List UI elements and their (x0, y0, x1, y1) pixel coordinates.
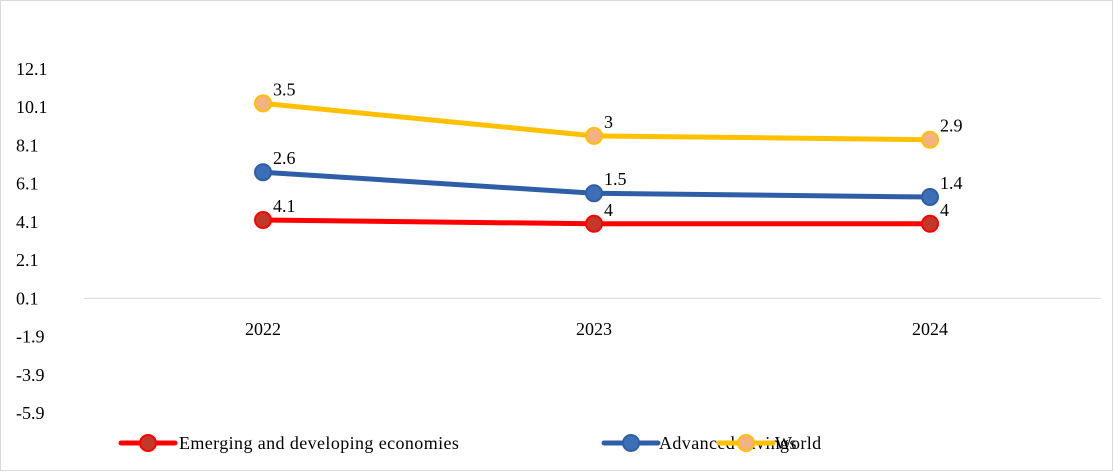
data-label: 2.9 (940, 116, 963, 136)
series-point (921, 130, 939, 149)
series-point (254, 210, 272, 229)
data-label: 4.1 (273, 196, 296, 216)
series-1: 2.6 1.5 1.4 (254, 148, 963, 207)
series-point (921, 188, 939, 207)
y-tick-label: 2.1 (16, 250, 39, 270)
series-point (585, 126, 603, 145)
series-2: 3.5 3 2.9 (254, 79, 963, 149)
y-tick-label: 6.1 (16, 174, 39, 194)
series-point (254, 94, 272, 113)
legend: Emerging and developing economies Advance… (118, 433, 822, 453)
series-point (585, 214, 603, 233)
data-label: 1.5 (604, 169, 627, 189)
data-label: 4 (940, 200, 949, 220)
data-label: 4 (604, 200, 613, 220)
y-tick-label: -5.9 (16, 403, 45, 423)
legend-label: World (775, 433, 822, 453)
series-point (254, 163, 272, 182)
y-tick-label: -1.9 (16, 327, 45, 347)
data-label: 3 (604, 112, 613, 132)
series-point (921, 214, 939, 233)
x-tick-label: 2022 (245, 319, 281, 339)
legend-swatch-marker (737, 434, 755, 452)
y-tick-label: -3.9 (16, 365, 45, 385)
y-tick-label: 4.1 (16, 212, 39, 232)
data-label: 1.4 (940, 173, 963, 193)
legend-swatch-marker (139, 434, 157, 452)
legend-swatch-marker (622, 434, 640, 452)
series-0: 4.1 4 4 (254, 196, 949, 233)
data-label: 2.6 (273, 148, 296, 168)
y-tick-label: 0.1 (16, 288, 39, 308)
y-tick-label: 10.1 (16, 97, 48, 117)
y-tick-label: 8.1 (16, 135, 39, 155)
y-tick-label: 12.1 (16, 59, 48, 79)
x-tick-label: 2024 (912, 319, 948, 339)
axis-group: 12.1 10.1 8.1 6.1 4.1 2.1 0.1 -1.9 -3.9 -5.9 2022 2… (16, 59, 1101, 423)
legend-label: Emerging and developing economies (179, 433, 459, 453)
x-tick-label: 2023 (576, 319, 612, 339)
data-label: 3.5 (273, 79, 296, 99)
series-point (585, 184, 603, 203)
